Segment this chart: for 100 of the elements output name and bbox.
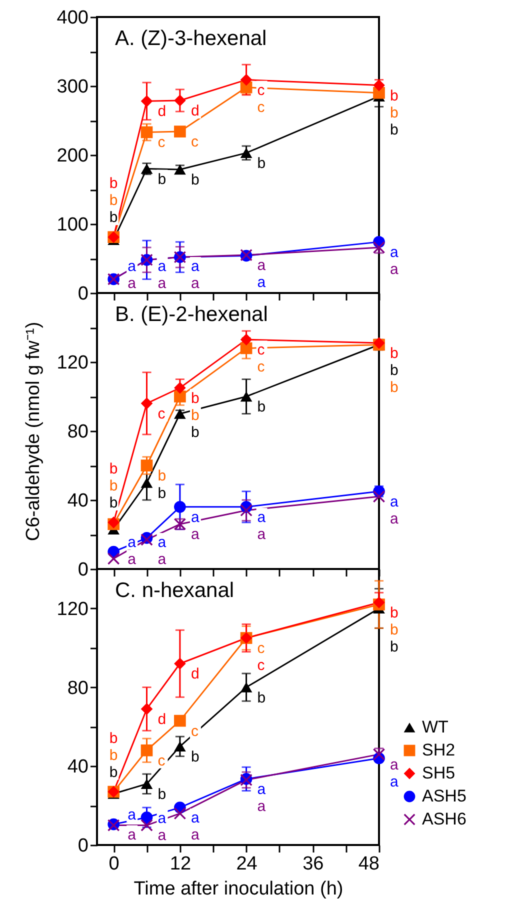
data-label: b (109, 477, 118, 494)
data-label: a (190, 810, 200, 827)
y-axis-title: C6-aldehyde (nmol g fw⁻¹) (22, 322, 44, 542)
legend-label: SH2 (422, 740, 456, 760)
data-label: a (128, 806, 137, 824)
y-tick-label: 120 (56, 598, 88, 620)
data-label: b (158, 786, 166, 803)
data-label: b (190, 406, 200, 424)
chart-title: A. (Z)-3-hexenal (115, 27, 267, 50)
data-label: c (190, 722, 199, 740)
y-tick-label: 400 (56, 8, 88, 28)
data-label: a (128, 258, 137, 275)
data-label: b (190, 390, 200, 407)
y-tick-label: 0 (78, 836, 88, 856)
data-label: a (390, 756, 399, 774)
data-label: c (158, 405, 166, 422)
x-axis-title: Time after inoculation (h) (134, 878, 344, 900)
data-label: a (158, 534, 167, 551)
data-label: a (257, 508, 266, 526)
legend-label: SH5 (422, 764, 456, 782)
data-label: c (257, 342, 266, 359)
y-tick-label: 0 (78, 284, 88, 304)
data-label: b (158, 484, 166, 502)
x-tick-label: 12 (170, 854, 192, 874)
data-label: a (390, 510, 399, 528)
data-label: b (257, 689, 266, 706)
data-label: b (190, 171, 200, 188)
data-label: b (109, 192, 118, 210)
chart-title: B. (E)-2-hexenal (115, 303, 268, 326)
data-label: b (390, 345, 398, 362)
text: C. n-hexanal (115, 579, 234, 602)
x-tick-label: 0 (108, 854, 120, 874)
y-tick-label: 120 (56, 352, 88, 374)
x-tick-label: 48 (358, 854, 380, 874)
data-label: c (257, 98, 266, 116)
data-label: b (390, 362, 398, 380)
data-label: b (390, 121, 398, 138)
data-label: c (257, 657, 266, 674)
data-label: a (158, 810, 167, 827)
y-tick-label: 300 (56, 76, 88, 98)
x-tick-label: 24 (236, 854, 258, 874)
data-label: a (390, 260, 399, 278)
data-label: c (257, 358, 266, 376)
data-label: a (128, 551, 137, 568)
data-label: c (158, 752, 166, 770)
data-label: a (158, 551, 167, 568)
data-label: b (257, 398, 266, 416)
data-label: d (158, 710, 166, 728)
data-label: a (257, 798, 266, 815)
data-label: a (128, 275, 137, 292)
data-label: c (190, 134, 199, 151)
legend-label: ASH6 (422, 810, 466, 828)
y-tick-label: 0 (78, 560, 88, 580)
data-label: b (109, 175, 118, 192)
data-label: b (390, 622, 398, 639)
data-label: a (257, 526, 266, 543)
data-label: d (190, 102, 200, 120)
y-tick-label: 40 (67, 490, 88, 512)
y-tick-label: 80 (67, 422, 88, 442)
data-label: b (109, 460, 118, 478)
data-label: c (257, 82, 266, 99)
data-label: b (190, 424, 200, 441)
y-tick-label: 100 (56, 214, 88, 236)
legend-label: WT (422, 718, 448, 736)
data-label: b (109, 209, 118, 226)
data-label: a (190, 526, 200, 544)
data-label: a (128, 534, 137, 551)
data-label: c (158, 134, 166, 152)
data-label: a (158, 258, 167, 275)
data-label: a (128, 826, 137, 844)
data-label: b (390, 379, 398, 396)
data-label: b (109, 746, 118, 764)
data-label: b (257, 154, 266, 172)
data-label: a (390, 773, 399, 790)
data-label: a (390, 244, 399, 261)
data-label: a (190, 275, 200, 292)
data-label: a (158, 275, 167, 292)
data-label: a (390, 493, 399, 510)
data-label: d (190, 666, 200, 683)
data-label: b (390, 104, 398, 122)
data-label: a (257, 274, 266, 292)
data-label: b (109, 494, 118, 512)
data-label: b (390, 638, 398, 656)
y-tick-label: 40 (67, 756, 88, 778)
data-label: a (190, 826, 200, 844)
data-label: b (390, 604, 398, 622)
y-tick-label: 200 (56, 146, 88, 166)
data-label: b (390, 87, 398, 104)
data-label: b (190, 748, 200, 766)
x-tick-label: 36 (302, 854, 324, 874)
data-label: a (257, 257, 266, 274)
y-tick-label: 80 (67, 678, 88, 699)
data-label: c (257, 640, 266, 657)
data-label: a (158, 827, 167, 844)
data-label: b (109, 730, 118, 747)
data-label: a (257, 780, 266, 798)
data-label: a (190, 258, 200, 275)
data-label: d (158, 103, 166, 120)
data-label: b (158, 170, 166, 188)
data-label: b (109, 764, 118, 781)
